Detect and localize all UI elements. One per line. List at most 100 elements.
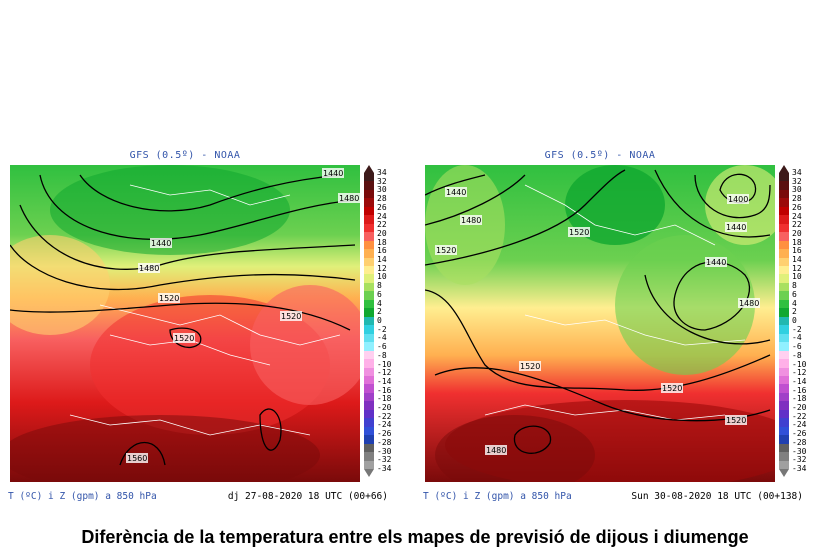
legend-tick-label: 2 [377,307,382,317]
legend-color-swatch [779,452,789,462]
legend-tick-label: -18 [377,394,392,404]
legend-tick-label: -28 [792,437,807,447]
legend-tick-label: -32 [377,455,392,465]
legend-color-swatch [779,206,789,216]
legend-color-swatch [779,257,789,267]
contour-label: 1520 [281,312,301,321]
legend-color-swatch [364,282,374,292]
legend-color-swatch [779,308,789,318]
legend-color-swatch [779,359,789,368]
contour-label: 1560 [127,454,147,463]
legend-color-swatch [779,401,789,411]
legend-tick-label: 10 [377,272,387,282]
legend-color-swatch [364,460,374,470]
legend-color-swatch [364,232,374,242]
legend-color-swatch [364,384,374,394]
legend-tick-label: 2 [792,307,797,317]
legend-color-swatch [364,392,374,402]
contour-label: 1480 [486,446,506,455]
legend-tick-label: -4 [377,333,387,343]
legend-tick-label: 18 [792,237,802,247]
legend-color-swatch [779,240,789,250]
legend-tick-label: -10 [792,359,807,369]
legend-color-swatch [779,342,789,352]
legend-color-swatch [364,409,374,419]
legend-tick-label: -26 [377,429,392,439]
legend-color-swatch [779,249,789,259]
legend-tick-label: -22 [792,411,807,421]
contour-label: 1520 [436,246,456,255]
panel-header: GFS (0.5º) - NOAA [129,150,241,161]
legend-tick-label: -2 [792,324,802,334]
legend-tick-label: -14 [377,376,392,386]
legend-color-swatch [779,392,789,402]
legend-tick-label: -34 [377,464,392,473]
legend-color-swatch [779,316,789,326]
forecast-time-label: Sun 30-08-2020 18 UTC (00+138) [631,491,803,502]
contour-label: 1520 [174,334,194,343]
legend-top-arrow [364,165,374,173]
legend-color-swatch [779,460,789,470]
legend-tick-label: 32 [792,176,802,186]
legend-tick-label: -12 [377,368,392,378]
legend-tick-label: 34 [377,168,387,177]
legend-color-swatch [364,215,374,225]
legend-tick-label: -18 [792,394,807,404]
legend-color-swatch [779,198,789,208]
legend-color-swatch [779,282,789,292]
legend-color-swatch [364,325,374,335]
legend-color-swatch [779,435,789,445]
legend-color-swatch [779,333,789,343]
contour-label: 1480 [139,264,159,273]
contour-label: 1440 [151,239,171,248]
legend-tick-label: -14 [792,376,807,386]
legend-bottom-arrow [779,469,789,477]
contour-label: 1520 [569,228,589,237]
legend-tick-label: -34 [792,464,807,473]
legend-color-swatch [779,274,789,284]
legend-color-swatch [364,367,374,377]
legend-color-swatch [364,342,374,352]
legend-color-swatch [779,409,789,419]
legend-color-swatch [364,173,374,182]
legend-tick-label: 24 [377,211,387,221]
legend-tick-label: 0 [377,316,382,325]
legend-tick-label: 12 [792,263,802,273]
contour-label: 1400 [728,195,748,204]
legend-color-swatch [364,274,374,284]
legend-color-swatch [364,189,374,199]
contour-label: 1480 [339,194,359,203]
legend-tick-label: -20 [377,403,392,413]
legend-color-swatch [364,240,374,250]
contour-label: 1440 [446,188,466,197]
legend-color-swatch [364,452,374,462]
legend-tick-label: 30 [792,185,802,195]
legend-color-swatch [779,443,789,453]
legend-tick-label: 6 [792,289,797,299]
legend-tick-label: -24 [377,420,392,430]
legend-tick-label: 10 [792,272,802,282]
temperature-color-legend: 34 32 30 28 26 24 22 20 18 16 14 12 10 8 6 4 2 0 -2 -4 -6 -8-… [777,165,825,482]
legend-color-swatch [364,426,374,436]
legend-color-swatch [779,215,789,225]
contour-label: 1440 [726,223,746,232]
legend-tick-label: 16 [792,246,802,256]
legend-tick-label: 22 [377,220,387,230]
legend-tick-label: -30 [377,446,392,456]
legend-tick-label: 12 [377,263,387,273]
legend-tick-label: 26 [377,202,387,212]
legend-color-swatch [779,367,789,377]
legend-tick-label: -22 [377,411,392,421]
legend-color-swatch [779,189,789,199]
temperature-map: 1440 1480 1520 1400 1440 1440 1480 1520 … [425,165,775,482]
legend-tick-label: -30 [792,446,807,456]
legend-color-swatch [364,435,374,445]
variable-label: T (ºC) i Z (gpm) a 850 hPa [423,491,572,502]
contour-label: 1520 [159,294,179,303]
legend-tick-label: -16 [792,385,807,395]
legend-tick-label: 8 [377,281,382,291]
legend-color-swatch [779,232,789,242]
legend-tick-label: 34 [792,168,802,177]
legend-tick-label: 28 [377,194,387,204]
legend-tick-label: -12 [792,368,807,378]
